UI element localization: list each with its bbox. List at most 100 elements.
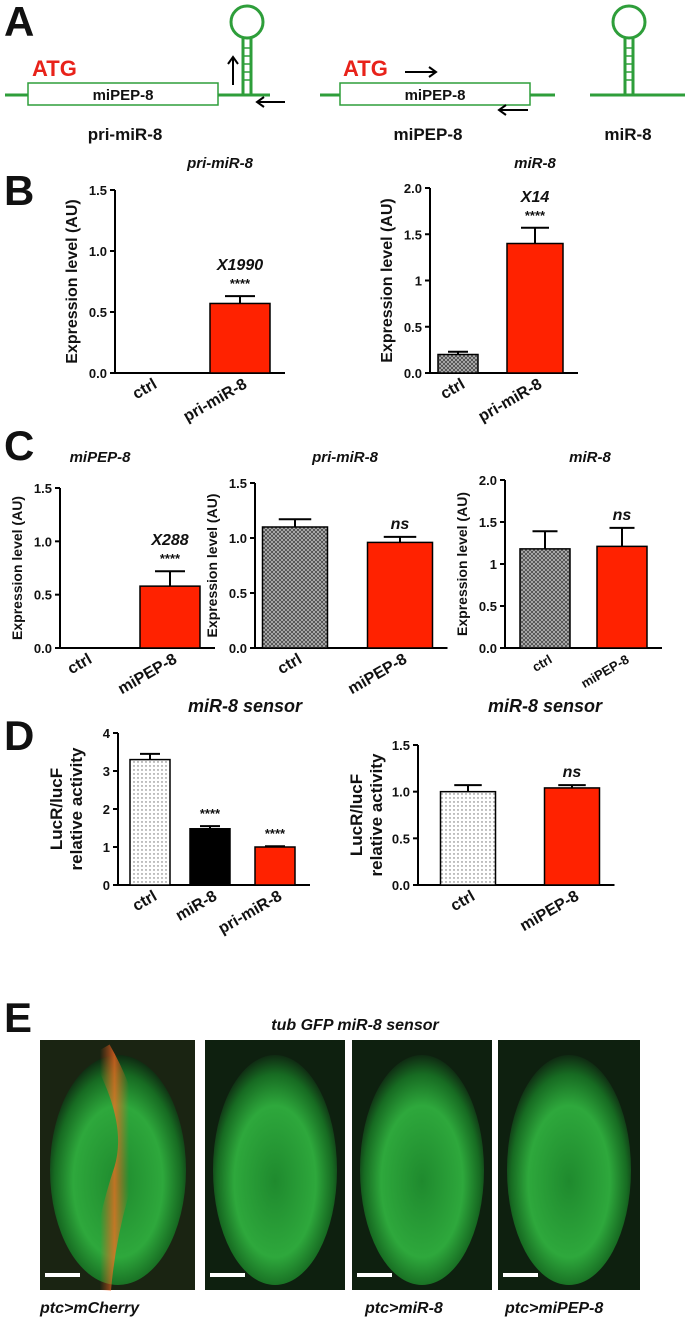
fold-label: X288 <box>150 532 188 549</box>
x-tick-label: pri-miR-8 <box>216 888 285 938</box>
significance: **** <box>200 806 221 821</box>
bar <box>366 541 434 649</box>
orf-box <box>27 82 219 106</box>
y-axis-label: relative activity <box>367 753 386 876</box>
diagram <box>5 4 685 106</box>
bar <box>129 758 171 886</box>
chart: miR-8 sensor 0 1 2 3 4 LucR/lucF relative activ… <box>47 696 310 938</box>
y-tick-label: 0.5 <box>404 320 422 335</box>
disc <box>507 1055 631 1285</box>
chart: miR-8 sensor 0.0 0.5 1.0 1.5 LucR/lucF relativ… <box>347 696 615 935</box>
error-bar <box>558 784 586 788</box>
hairpin-loop <box>611 4 647 40</box>
disc <box>360 1055 484 1285</box>
fold-label: ns <box>613 507 632 524</box>
significance: **** <box>525 208 546 223</box>
y-tick-label: 1 <box>415 274 422 289</box>
panel-letter: D <box>4 712 34 759</box>
error-bar <box>265 845 285 848</box>
y-axis-label: Expression level (AU) <box>454 492 470 636</box>
bar <box>189 828 231 886</box>
x-tick-label: ctrl <box>529 652 554 675</box>
chart-title: miR-8 sensor <box>188 696 303 716</box>
error-bar <box>155 570 185 587</box>
image-caption: ptc>miPEP-8 <box>504 1300 603 1317</box>
error-bar <box>383 535 417 543</box>
y-tick-label: 4 <box>103 726 111 741</box>
y-tick-label: 1.5 <box>34 481 52 496</box>
y-tick-label: 1.5 <box>392 738 410 753</box>
y-tick-label: 2.0 <box>404 181 422 196</box>
y-tick-label: 1.5 <box>89 183 107 198</box>
x-tick-label: miPEP-8 <box>115 651 180 698</box>
y-tick-label: 1.0 <box>89 244 107 259</box>
fold-label: X14 <box>520 189 550 206</box>
error-bar <box>225 295 255 304</box>
bar <box>209 302 271 374</box>
chart: pri-miR-8 0.0 0.5 1.0 1.5 Expression level (A… <box>64 155 285 426</box>
y-tick-label: 0.0 <box>34 641 52 656</box>
chart: pri-miR-8 0.0 0.5 1.0 1.5 Expression level (A… <box>204 449 448 698</box>
chart: miR-8 0.0 0.5 1 1.5 2.0 Expression level (AU) c… <box>454 449 662 691</box>
y-tick-label: 1.5 <box>479 515 497 530</box>
bar <box>139 585 201 649</box>
x-tick-label: pri-miR-8 <box>476 376 545 426</box>
significance: **** <box>265 826 286 841</box>
error-bar <box>454 784 482 792</box>
x-tick-label: miPEP-8 <box>345 651 410 698</box>
orf-box <box>339 82 531 106</box>
atg: ATG <box>32 56 77 81</box>
significance: **** <box>230 276 251 291</box>
y-tick-label: 0.5 <box>229 586 247 601</box>
error-bar <box>532 530 558 549</box>
hairpin <box>241 38 253 95</box>
error-bar <box>278 518 312 527</box>
x-tick-label: ctrl <box>130 888 160 915</box>
chart-title: miPEP-8 <box>70 449 132 466</box>
chart-title: miR-8 <box>569 449 611 466</box>
y-tick-label: 1.5 <box>229 476 247 491</box>
y-tick-label: 2.0 <box>479 473 497 488</box>
disc <box>213 1055 337 1285</box>
chart-title: pri-miR-8 <box>186 155 253 172</box>
y-axis-label: Expression level (AU) <box>9 496 25 640</box>
hairpin-pairs <box>625 47 633 81</box>
chart-title: miR-8 sensor <box>488 696 603 716</box>
x-tick-label: ctrl <box>438 376 468 403</box>
bar <box>261 526 329 649</box>
images-title: tub GFP miR-8 sensor <box>271 1017 439 1034</box>
error-bar <box>448 350 468 355</box>
y-tick-label: 0.0 <box>392 878 410 893</box>
bar <box>519 548 571 649</box>
chart-title: miR-8 <box>514 155 556 172</box>
y-tick-label: 1 <box>103 840 110 855</box>
y-tick-label: 1.0 <box>229 531 247 546</box>
significance: **** <box>160 551 181 566</box>
atg: ATG <box>343 56 388 81</box>
y-tick-label: 1 <box>490 557 497 572</box>
hairpin-pairs <box>243 47 251 81</box>
chart: miR-8 0.0 0.5 1 1.5 2.0 Expression level (AU) c… <box>379 155 578 426</box>
y-tick-label: 1.0 <box>34 534 52 549</box>
hairpin <box>623 38 635 95</box>
x-tick-label: ctrl <box>130 376 160 403</box>
micrographs <box>40 1040 640 1291</box>
bar <box>596 545 648 649</box>
y-tick-label: 2 <box>103 802 110 817</box>
x-tick-label: miR-8 <box>173 888 220 925</box>
gene-label: miPEP-8 <box>93 87 154 104</box>
construct-label: miPEP-8 <box>394 125 463 144</box>
x-tick-label: ctrl <box>275 651 305 678</box>
image-caption: ptc>miR-8 <box>364 1300 443 1317</box>
y-tick-label: 0.0 <box>229 641 247 656</box>
x-tick-label: pri-miR-8 <box>181 376 250 426</box>
fold-label: ns <box>563 764 582 781</box>
panel-letter: A <box>4 0 34 45</box>
fold-label: X1990 <box>216 257 263 274</box>
image-caption: ptc>mCherry <box>39 1300 140 1317</box>
y-axis-label: LucR/lucF <box>47 768 66 850</box>
y-tick-label: 0.0 <box>89 366 107 381</box>
fold-label: ns <box>391 516 410 533</box>
